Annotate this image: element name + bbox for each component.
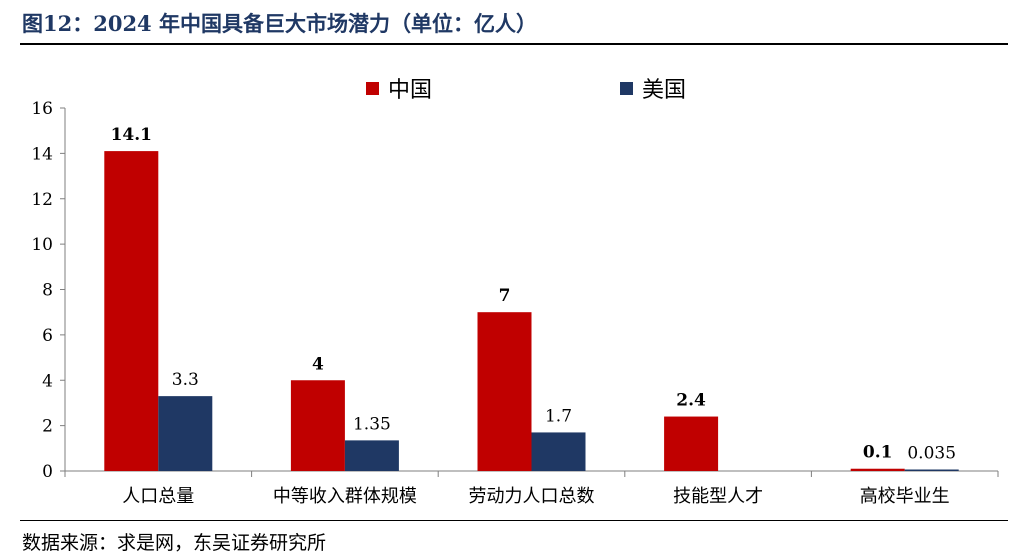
y-tick-label: 10 xyxy=(31,235,53,255)
y-tick-label: 0 xyxy=(42,462,53,482)
legend-label-usa: 美国 xyxy=(642,78,687,103)
bar-usa xyxy=(904,469,959,471)
x-category-label: 劳动力人口总数 xyxy=(469,486,595,507)
bar-china xyxy=(290,380,345,471)
legend-item-usa: 美国 xyxy=(620,72,686,104)
data-label-china: 7 xyxy=(499,286,511,306)
x-category-label: 人口总量 xyxy=(122,486,194,507)
y-tick-label: 16 xyxy=(31,99,53,119)
bar-china xyxy=(104,151,159,471)
y-tick-label: 4 xyxy=(42,371,53,391)
data-label-usa: 0.035 xyxy=(907,444,956,464)
source-divider xyxy=(20,520,1008,521)
x-category-label: 中等收入群体规模 xyxy=(273,486,417,507)
legend-item-china: 中国 xyxy=(366,72,432,104)
y-tick-label: 8 xyxy=(42,281,53,301)
bar-usa xyxy=(531,432,586,471)
legend-swatch-usa xyxy=(620,81,633,95)
data-label-china: 14.1 xyxy=(111,125,152,145)
y-tick-label: 12 xyxy=(31,190,53,210)
legend-label-china: 中国 xyxy=(388,78,433,103)
data-label-china: 0.1 xyxy=(863,443,893,463)
x-category-label: 技能型人才 xyxy=(673,486,763,507)
bar-china xyxy=(664,416,719,471)
bar-usa xyxy=(158,396,213,471)
data-label-usa: 1.7 xyxy=(545,406,572,426)
title-divider xyxy=(20,43,1008,45)
bar-usa xyxy=(344,440,399,471)
data-label-china: 2.4 xyxy=(676,391,706,411)
y-tick-label: 14 xyxy=(31,144,53,164)
legend-swatch-china xyxy=(366,81,379,95)
data-label-usa: 1.35 xyxy=(353,414,391,434)
y-tick-label: 2 xyxy=(42,417,53,437)
bar-chart: 0 2 4 6 8 10 12 14 16 14.1 3.3 人口总量 4 1.35 中等收入群体规模 7 1.… xyxy=(31,99,999,507)
bar-china xyxy=(477,312,532,471)
source-note: 数据来源：求是网，东吴证券研究所 xyxy=(22,532,327,554)
figure-title: 图12：2024 年中国具备巨大市场潜力（单位：亿人） xyxy=(22,11,537,36)
data-label-usa: 3.3 xyxy=(172,370,199,390)
y-tick-label: 6 xyxy=(42,326,53,346)
data-label-china: 4 xyxy=(312,354,324,374)
bar-china xyxy=(850,468,905,471)
x-category-label: 高校毕业生 xyxy=(860,486,950,507)
